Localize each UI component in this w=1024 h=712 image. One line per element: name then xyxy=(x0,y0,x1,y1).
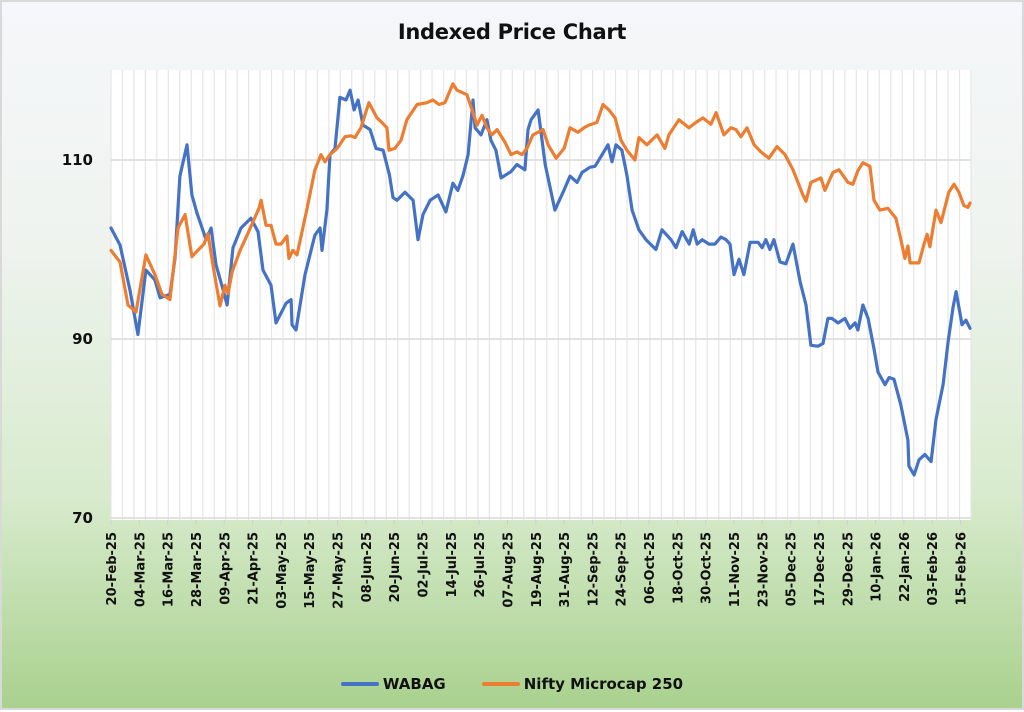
x-tick-label: 08-Jun-25 xyxy=(360,532,375,602)
series-line-wabag xyxy=(109,88,972,477)
legend-swatch-nifty xyxy=(481,682,520,686)
legend-label-wabag: WABAG xyxy=(382,675,446,693)
series-line-nifty-microcap-250 xyxy=(109,82,972,314)
legend: WABAG Nifty Microcap 250 xyxy=(0,675,1024,693)
x-axis-ticks: 20-Feb-25 04-Mar-25 16-Mar-25 28-Mar-25 09-A… xyxy=(105,520,970,609)
x-tick-label: 19-Aug-25 xyxy=(530,532,545,608)
x-tick-label: 27-May-25 xyxy=(332,532,347,609)
x-tick-label: 31-Aug-25 xyxy=(558,532,573,608)
x-tick-label: 26-Jul-25 xyxy=(473,532,488,598)
x-tick-label: 03-Feb-26 xyxy=(926,532,941,605)
x-tick-label: 15-Feb-26 xyxy=(955,532,970,605)
x-tick-label: 02-Jul-25 xyxy=(417,532,432,598)
x-tick-label: 29-Dec-25 xyxy=(841,532,856,606)
horizontal-gridlines xyxy=(111,159,971,519)
x-tick-label: 30-Oct-25 xyxy=(700,532,715,604)
x-tick-label: 28-Mar-25 xyxy=(190,532,205,607)
vertical-gridlines xyxy=(110,70,972,520)
x-tick-label: 20-Feb-25 xyxy=(105,532,120,605)
x-tick-label: 16-Mar-25 xyxy=(162,532,177,607)
plot-area xyxy=(111,70,971,520)
x-tick-label: 07-Aug-25 xyxy=(501,532,516,608)
x-tick-label: 04-Mar-25 xyxy=(133,532,148,607)
legend-item-nifty[interactable]: Nifty Microcap 250 xyxy=(481,675,684,693)
x-tick-label: 24-Sep-25 xyxy=(615,532,630,606)
x-tick-label: 15-May-25 xyxy=(303,532,318,609)
x-tick-label: 03-May-25 xyxy=(275,532,290,609)
y-tick-label: 90 xyxy=(72,330,93,348)
x-tick-label: 23-Nov-25 xyxy=(756,532,771,607)
x-tick-label: 11-Nov-25 xyxy=(728,532,743,607)
x-tick-label: 18-Oct-25 xyxy=(671,532,686,604)
x-tick-label: 22-Jan-26 xyxy=(898,532,913,602)
x-tick-label: 17-Dec-25 xyxy=(813,532,828,606)
x-tick-label: 05-Dec-25 xyxy=(785,532,800,606)
legend-swatch-wabag xyxy=(340,682,379,686)
x-tick-label: 20-Jun-25 xyxy=(388,532,403,602)
x-tick-label: 06-Oct-25 xyxy=(643,532,658,604)
x-tick-label: 21-Apr-25 xyxy=(247,532,262,605)
y-tick-label: 110 xyxy=(62,151,93,169)
y-axis-ticks: 70 90 110 xyxy=(62,151,93,527)
legend-item-wabag[interactable]: WABAG xyxy=(340,675,446,693)
x-tick-label: 12-Sep-25 xyxy=(586,532,601,606)
x-tick-label: 09-Apr-25 xyxy=(218,532,233,605)
x-tick-label: 10-Jan-26 xyxy=(870,532,885,602)
x-tick-label: 14-Jul-25 xyxy=(445,532,460,598)
chart-title: Indexed Price Chart xyxy=(397,20,627,44)
legend-label-nifty: Nifty Microcap 250 xyxy=(523,675,684,693)
series-lines xyxy=(109,82,972,477)
y-tick-label: 70 xyxy=(72,509,93,527)
